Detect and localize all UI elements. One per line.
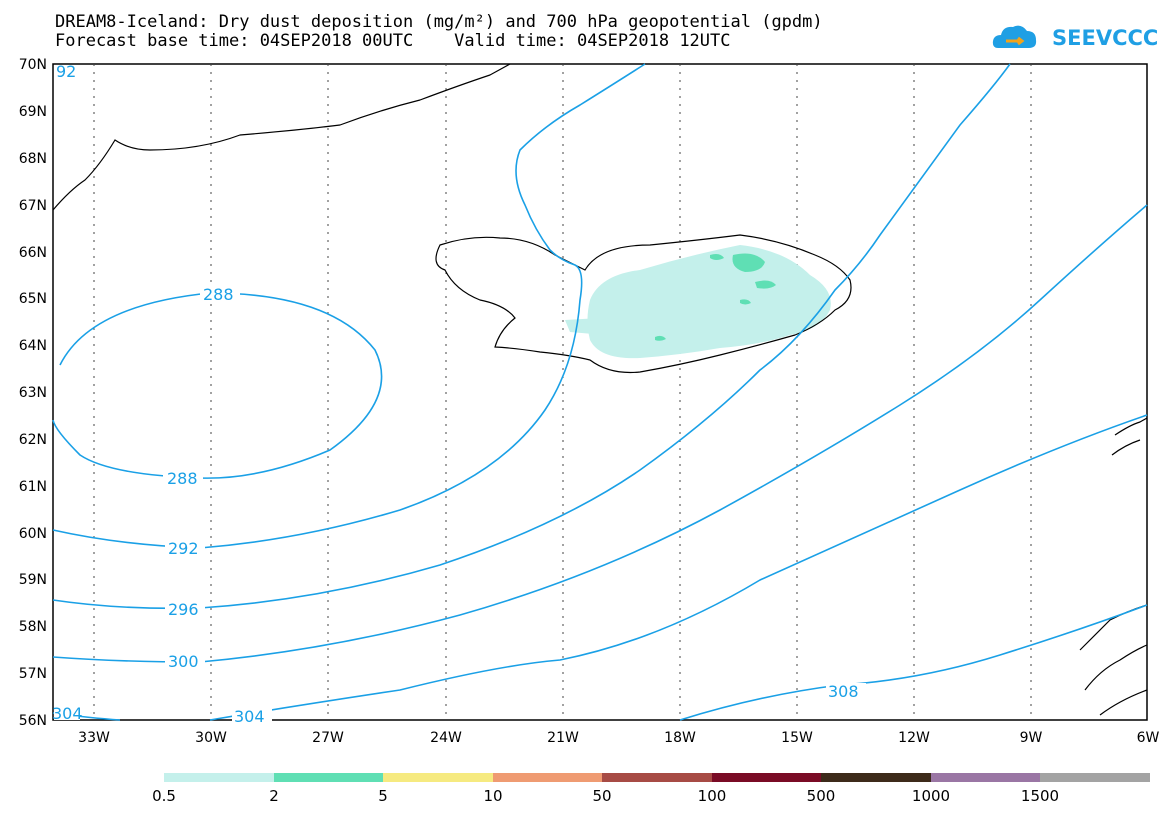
lon-label: 27W <box>312 730 344 746</box>
lon-label: 30W <box>195 730 227 746</box>
lat-label: 67N <box>19 198 47 214</box>
lat-label: 65N <box>19 291 47 307</box>
coastlines <box>52 63 1148 716</box>
faroe-coast <box>1111 417 1148 456</box>
contour-300 <box>52 204 1148 663</box>
lat-label: 62N <box>19 432 47 448</box>
legend-swatch <box>821 773 931 782</box>
lon-label: 9W <box>1020 730 1043 746</box>
contour-label: 308 <box>828 682 859 701</box>
contour-288 <box>52 292 383 479</box>
lat-label: 69N <box>19 104 47 120</box>
cloud-icon <box>992 25 1037 48</box>
legend-label: 1000 <box>912 787 950 805</box>
contour-label: 288 <box>203 285 234 304</box>
lat-label: 56N <box>19 713 47 729</box>
contour-label: 288 <box>167 469 198 488</box>
seevccc-logo: SEEVCCC <box>1052 26 1159 50</box>
contour-label: 92 <box>56 62 76 81</box>
legend-label: 1500 <box>1021 787 1059 805</box>
map-title: DREAM8-Iceland: Dry dust deposition (mg/… <box>55 12 823 32</box>
lat-label: 59N <box>19 572 47 588</box>
forecast-times: Forecast base time: 04SEP2018 00UTC Vali… <box>55 31 731 51</box>
lon-label: 6W <box>1137 730 1160 746</box>
contour-label: 304 <box>52 704 83 723</box>
legend-swatch <box>493 773 602 782</box>
dust-deposition-area <box>565 245 831 359</box>
lon-label: 12W <box>898 730 930 746</box>
lat-label: 63N <box>19 385 47 401</box>
legend-colorbar <box>164 773 1150 782</box>
legend-label: 5 <box>378 787 388 805</box>
contour-label: 304 <box>234 707 265 726</box>
gridlines <box>93 64 1032 720</box>
legend-swatch <box>164 773 274 782</box>
contour-labels: 288 288 292 296 300 304 304 308 92 <box>52 62 866 726</box>
legend-label: 10 <box>483 787 502 805</box>
greenland-coast <box>52 63 511 211</box>
latitude-labels: 70N 69N 68N 67N 66N 65N 64N 63N 62N 61N … <box>19 57 47 729</box>
contour-label: 300 <box>168 652 199 671</box>
contour-label: 296 <box>168 600 199 619</box>
lat-label: 70N <box>19 57 47 73</box>
legend-label: 0.5 <box>152 787 176 805</box>
lat-label: 60N <box>19 526 47 542</box>
legend-swatch <box>274 773 383 782</box>
iceland-coast <box>435 234 852 374</box>
legend-label: 50 <box>592 787 611 805</box>
legend-swatch <box>602 773 712 782</box>
lat-label: 61N <box>19 479 47 495</box>
legend-label: 2 <box>269 787 279 805</box>
legend-swatch <box>1040 773 1150 782</box>
contour-label: 292 <box>168 539 199 558</box>
lon-label: 24W <box>430 730 462 746</box>
lon-label: 21W <box>547 730 579 746</box>
contour-296 <box>52 63 1011 610</box>
contour-308 <box>679 604 1148 721</box>
legend-swatch <box>383 773 493 782</box>
lat-label: 64N <box>19 338 47 354</box>
map-frame <box>52 63 1148 721</box>
lat-label: 57N <box>19 666 47 682</box>
lat-label: 58N <box>19 619 47 635</box>
legend-swatch <box>931 773 1040 782</box>
lon-label: 15W <box>781 730 813 746</box>
contour-292 <box>52 63 646 549</box>
lat-label: 66N <box>19 245 47 261</box>
legend-label: 100 <box>698 787 727 805</box>
legend-labels: 0.5 2 5 10 50 100 500 1000 1500 <box>152 787 1059 805</box>
longitude-labels: 33W 30W 27W 24W 21W 18W 15W 12W 9W 6W <box>78 730 1159 746</box>
lat-label: 68N <box>19 151 47 167</box>
legend-label: 500 <box>807 787 836 805</box>
lon-label: 33W <box>78 730 110 746</box>
legend-swatch <box>712 773 821 782</box>
lon-label: 18W <box>664 730 696 746</box>
